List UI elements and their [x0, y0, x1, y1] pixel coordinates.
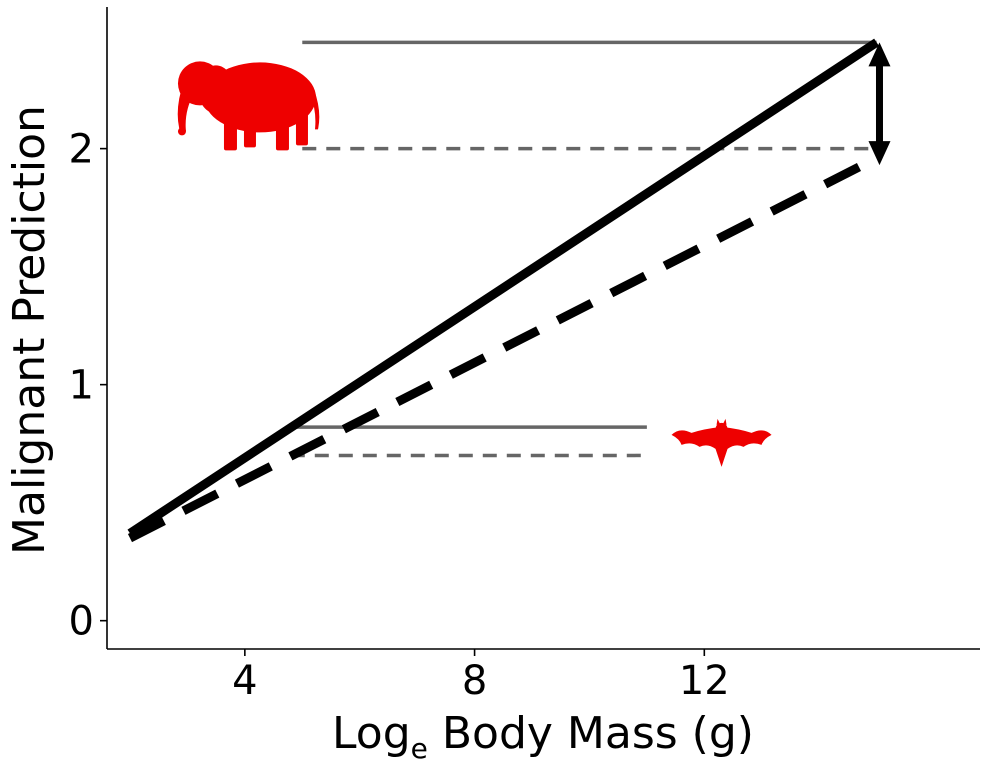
y-tick-label: 2 [69, 127, 94, 173]
y-axis-title: Malignant Prediction [4, 105, 55, 555]
series-lines [127, 38, 880, 543]
y-ticks: 0 1 2 [69, 127, 107, 645]
x-tick-label: 8 [462, 658, 487, 704]
arrow-head-down [868, 141, 891, 166]
y-tick-label: 1 [69, 363, 94, 409]
double-arrow [868, 42, 891, 166]
series-line-solid [127, 38, 880, 538]
arrow-head-up [868, 42, 891, 67]
series-line-dashed [127, 154, 879, 543]
x-tick-label: 4 [232, 658, 257, 704]
x-tick-label: 12 [679, 658, 730, 704]
y-tick-label: 0 [69, 599, 94, 645]
elephant-icon [177, 61, 320, 151]
x-axis-title: Loge Body Mass (g) [332, 708, 754, 765]
x-ticks: 4 8 12 [232, 649, 730, 704]
animal-icons [177, 61, 772, 467]
bat-icon [671, 418, 772, 467]
